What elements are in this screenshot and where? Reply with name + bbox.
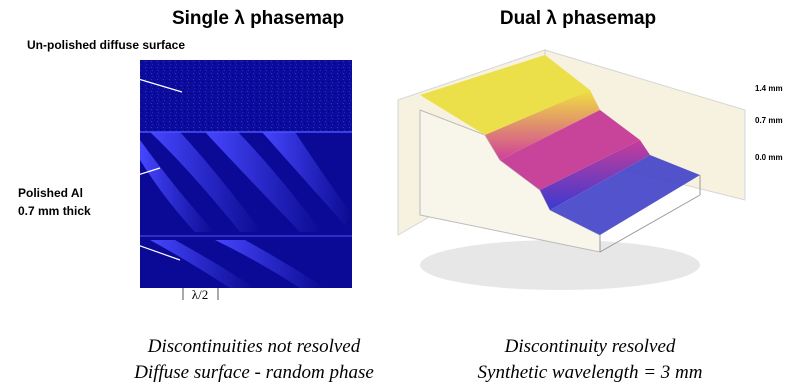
figure: Single λ phasemap Un-polished diffuse su… [0,0,791,387]
caption: Synthetic wavelength = 3 mm [478,362,703,383]
dual-phasemap-image [398,50,745,290]
height-label: 0.0 mm [755,153,783,162]
caption: Diffuse surface - random phase [133,362,374,383]
left-title: Single λ phasemap [172,8,344,29]
single-phasemap-image [74,60,352,300]
caption: Discontinuity resolved [504,336,676,357]
scale-label: λ/2 [192,287,208,302]
height-label: 0.7 mm [755,116,783,125]
right-title: Dual λ phasemap [500,8,656,29]
annotation: 0.7 mm thick [18,204,91,218]
caption: Discontinuities not resolved [147,336,361,357]
annotation: Un-polished diffuse surface [27,38,185,52]
annotation: Polished Al [18,186,83,200]
height-label: 1.4 mm [755,84,783,93]
